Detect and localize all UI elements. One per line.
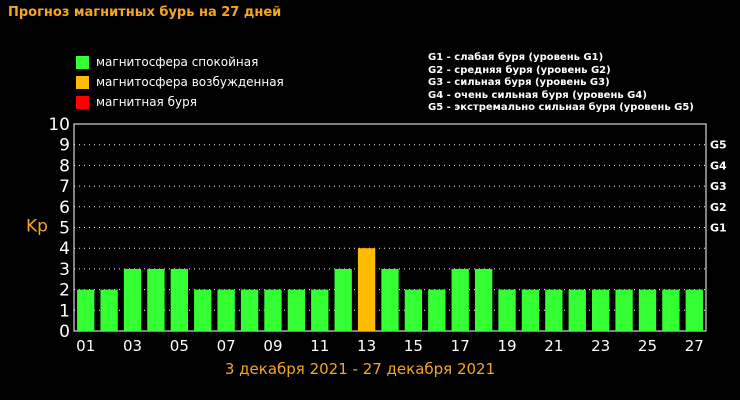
x-tick-label: 17	[451, 337, 470, 355]
date-range-label: 3 декабря 2021 - 27 декабря 2021	[225, 360, 495, 378]
bar-day-07	[217, 289, 235, 331]
y-tick-label: 1	[59, 301, 70, 321]
x-tick-label: 05	[170, 337, 189, 355]
bar-day-03	[123, 268, 142, 331]
bar-day-26	[662, 289, 680, 331]
y-tick-label: 9	[59, 136, 70, 156]
legend-label-quiet: магнитосфера спокойная	[96, 55, 259, 69]
g-level-5: G5 - экстремально сильная буря (уровень …	[428, 102, 694, 113]
bar-day-11	[311, 289, 329, 331]
bar-day-18	[474, 268, 493, 331]
bar-day-01	[77, 289, 95, 331]
bar-day-10	[287, 289, 306, 331]
x-tick-label: 09	[263, 337, 282, 355]
x-tick-label: 27	[685, 337, 704, 355]
legend-swatch-active	[76, 75, 89, 89]
storm-level-legend: G1 - слабая буря (уровень G1) G2 - средн…	[428, 52, 694, 115]
g-level-3: G3 - сильная буря (уровень G3)	[428, 77, 610, 88]
x-tick-label: 07	[217, 337, 236, 355]
y-tick-label: 6	[59, 198, 70, 218]
y-tick-label: 7	[59, 177, 70, 197]
right-tick-label: G1	[710, 222, 727, 235]
right-tick-label: G4	[710, 159, 727, 172]
y-tick-label: 4	[59, 239, 70, 259]
legend-item-active: магнитосфера возбужденная	[76, 72, 284, 92]
x-tick-label: 03	[123, 337, 142, 355]
x-tick-label: 25	[638, 337, 657, 355]
bar-day-15	[404, 289, 423, 331]
bar-day-20	[521, 289, 540, 331]
y-tick-label: 8	[59, 156, 70, 176]
legend-item-storm: магнитная буря	[76, 92, 284, 112]
y-tick-label: 5	[59, 219, 70, 239]
x-tick-label: 11	[310, 337, 329, 355]
y-tick-label: 3	[59, 260, 70, 280]
x-tick-label: 13	[357, 337, 376, 355]
right-tick-label: G5	[710, 139, 727, 152]
bar-day-09	[264, 289, 282, 331]
legend-item-quiet: магнитосфера спокойная	[76, 52, 284, 72]
bar-day-24	[615, 289, 633, 331]
bars	[77, 248, 703, 331]
bar-day-08	[240, 289, 259, 331]
x-tick-label: 21	[544, 337, 563, 355]
g-level-2: G2 - средняя буря (уровень G2)	[428, 64, 611, 76]
bar-day-23	[592, 289, 610, 331]
right-tick-label: G3	[710, 180, 727, 193]
bar-day-16	[428, 289, 446, 331]
x-tick-label: 01	[76, 337, 95, 355]
bar-day-19	[498, 289, 516, 331]
g-level-1: G1 - слабая буря (уровень G1)	[428, 52, 604, 63]
x-tick-label: 19	[497, 337, 516, 355]
bar-day-02	[100, 289, 118, 331]
legend-label-storm: магнитная буря	[96, 95, 197, 109]
bar-day-04	[147, 268, 165, 331]
bar-day-22	[568, 289, 586, 331]
right-tick-labels: G1 G2 G3 G4 G5	[710, 139, 727, 235]
y-tick-label: 0	[59, 322, 70, 342]
bar-day-12	[334, 268, 352, 331]
bar-day-21	[545, 289, 563, 331]
bar-day-17	[451, 268, 469, 331]
legend: магнитосфера спокойная магнитосфера возб…	[76, 52, 284, 112]
legend-swatch-quiet	[76, 55, 89, 69]
right-tick-label: G2	[710, 201, 727, 214]
legend-label-active: магнитосфера возбужденная	[96, 75, 284, 89]
bar-day-27	[685, 289, 703, 331]
y-tick-label: 2	[59, 281, 70, 301]
bar-day-05	[170, 268, 188, 331]
legend-swatch-storm	[76, 95, 89, 109]
bar-day-25	[638, 289, 657, 331]
x-tick-label: 15	[404, 337, 423, 355]
bar-day-13	[357, 248, 376, 331]
y-axis-label: Kp	[26, 217, 48, 237]
chart-title: Прогноз магнитных бурь на 27 дней	[8, 5, 282, 20]
bar-day-14	[381, 268, 399, 331]
g-level-4: G4 - очень сильная буря (уровень G4)	[428, 89, 647, 101]
x-tick-label: 23	[591, 337, 610, 355]
y-tick-label: 10	[48, 115, 70, 135]
x-tick-labels: 01 03 05 07 09 11 13 15 17 19 21 23 25 27	[76, 337, 704, 355]
bar-day-06	[194, 289, 212, 331]
